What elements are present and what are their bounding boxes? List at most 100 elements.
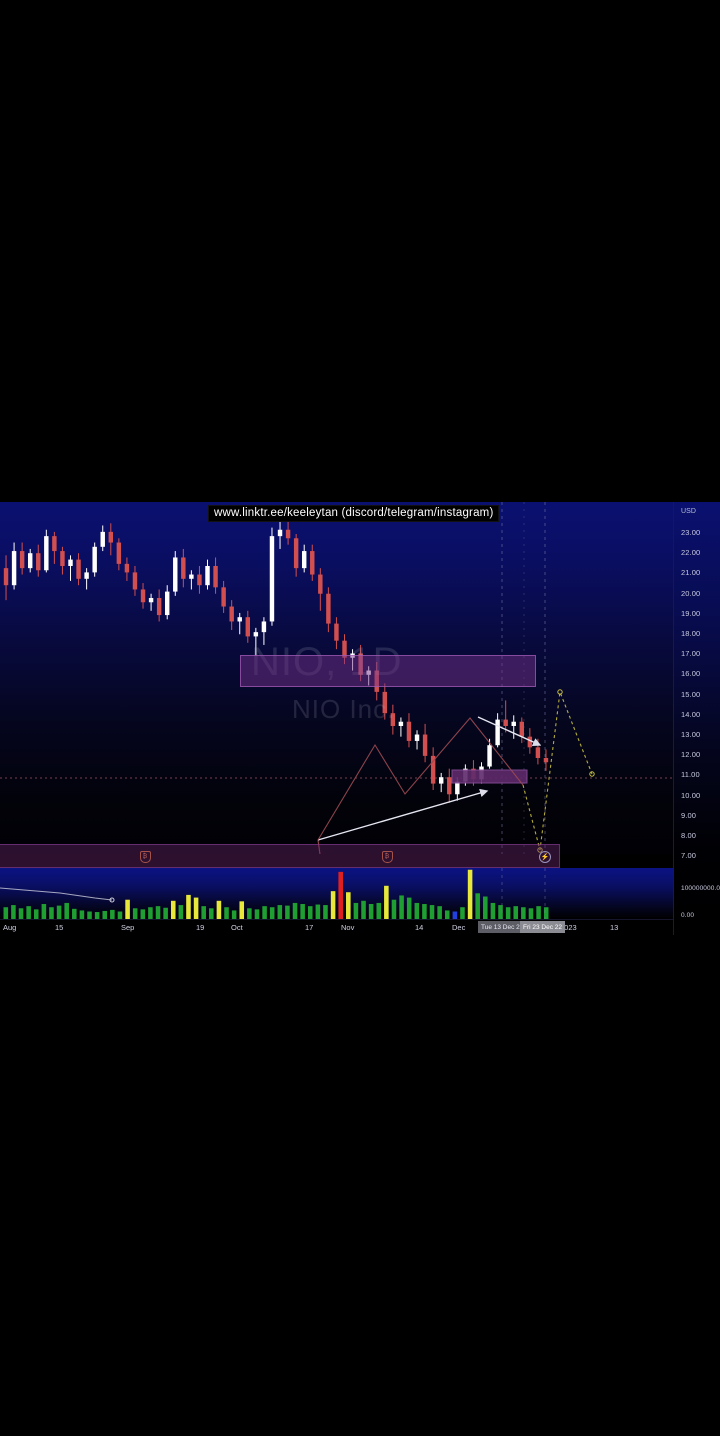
candlestick bbox=[495, 719, 500, 746]
volume-bar bbox=[505, 907, 511, 919]
volume-bar bbox=[148, 907, 153, 919]
time-tick-label: 14 bbox=[415, 923, 424, 932]
candlestick bbox=[487, 745, 492, 767]
volume-bar bbox=[262, 906, 267, 919]
price-tick-label: 12.00 bbox=[681, 750, 701, 760]
price-tick-label: 23.00 bbox=[681, 528, 701, 537]
candlestick bbox=[503, 719, 508, 726]
candlestick bbox=[205, 566, 210, 586]
time-tick-label: 2023 bbox=[560, 923, 577, 932]
candlestick bbox=[197, 574, 202, 586]
volume-bar bbox=[307, 906, 313, 919]
candlestick bbox=[285, 529, 291, 539]
candlestick bbox=[60, 551, 65, 566]
time-tick-label: 13 bbox=[610, 923, 619, 932]
candlestick bbox=[390, 713, 396, 726]
volume-bar bbox=[467, 869, 473, 919]
candlestick bbox=[92, 546, 97, 573]
time-tick-label: Aug bbox=[3, 923, 17, 932]
candlestick bbox=[156, 598, 162, 616]
volume-bar bbox=[323, 905, 328, 919]
volume-bars-svg bbox=[0, 868, 549, 919]
volume-bar bbox=[201, 906, 206, 919]
lightning-circle-icon[interactable]: ⚡ bbox=[538, 850, 552, 864]
volume-bar bbox=[300, 904, 305, 919]
candlestick bbox=[19, 551, 25, 569]
candlestick bbox=[358, 653, 363, 675]
candlestick bbox=[310, 551, 315, 575]
candlestick bbox=[237, 617, 242, 622]
candlestick bbox=[326, 593, 331, 624]
volume-bar bbox=[452, 911, 458, 919]
volume-bar bbox=[437, 906, 442, 919]
volume-bar bbox=[521, 907, 526, 919]
volume-bar bbox=[231, 910, 237, 919]
candlestick bbox=[68, 559, 73, 566]
candlestick bbox=[261, 621, 267, 633]
candlestick bbox=[277, 529, 283, 537]
volume-bar bbox=[429, 905, 435, 919]
volume-bar bbox=[498, 905, 503, 919]
candlestick-svg bbox=[0, 502, 673, 854]
candlestick bbox=[430, 755, 436, 784]
volume-bar bbox=[247, 908, 252, 919]
candlestick bbox=[173, 557, 178, 592]
promo-link-banner[interactable]: www.linktr.ee/keeleytan (discord/telegra… bbox=[208, 505, 500, 522]
candlestick bbox=[253, 632, 259, 637]
badge-icon[interactable]: ₿ bbox=[138, 850, 152, 864]
title-highlight-box bbox=[240, 655, 536, 687]
price-axis[interactable]: USD 23.00 22.00 21.00 20.00 19.00 18.00 17.00 1… bbox=[673, 502, 720, 935]
volume-bar bbox=[444, 910, 450, 919]
volume-bar bbox=[224, 907, 229, 919]
price-tick-label: 17.00 bbox=[681, 649, 701, 659]
candlestick bbox=[406, 721, 412, 741]
candlestick bbox=[11, 551, 17, 586]
badge-icon[interactable]: ₿ bbox=[380, 850, 394, 864]
candlestick bbox=[124, 563, 130, 573]
time-axis[interactable]: Aug 15 Sep 19 Oct 17 Nov 14 Dec 2023 13 Tue 13 Dec … bbox=[0, 919, 720, 935]
volume-bar bbox=[3, 907, 9, 919]
candlestick bbox=[213, 566, 218, 588]
price-plot-area[interactable] bbox=[0, 502, 673, 854]
candlestick bbox=[132, 572, 138, 590]
candlestick bbox=[318, 574, 323, 594]
volume-bar bbox=[132, 908, 138, 919]
volume-bar bbox=[422, 904, 427, 919]
price-tick-label: 22.00 bbox=[681, 548, 701, 558]
candlestick bbox=[148, 598, 154, 603]
candlestick bbox=[382, 691, 388, 714]
candlestick bbox=[414, 734, 420, 741]
volume-bar bbox=[528, 908, 534, 919]
price-tick-label: 18.00 bbox=[681, 629, 701, 638]
time-tick-label: Sep bbox=[121, 923, 135, 932]
volume-bar bbox=[368, 904, 374, 919]
volume-bar bbox=[292, 902, 298, 919]
volume-tick-label: 100000000.00 bbox=[681, 885, 720, 892]
descending-resistance-trendline bbox=[477, 716, 542, 746]
time-tick-label: Nov bbox=[341, 923, 355, 932]
volume-bar bbox=[125, 899, 130, 919]
indicator-strip[interactable]: ₿ ₿ ⚡ bbox=[0, 844, 560, 868]
price-tick-label: 16.00 bbox=[681, 669, 701, 679]
candlestick bbox=[116, 542, 122, 564]
volume-bar bbox=[170, 900, 176, 919]
price-tick-label: 19.00 bbox=[681, 608, 701, 618]
price-tick-label: 10.00 bbox=[681, 790, 701, 800]
candlestick bbox=[374, 670, 379, 692]
volume-bar bbox=[102, 910, 108, 919]
candlestick bbox=[229, 606, 234, 622]
price-tick-label: 9.00 bbox=[681, 810, 696, 820]
volume-bar bbox=[338, 871, 343, 919]
volume-bar bbox=[49, 907, 54, 919]
candlestick bbox=[269, 536, 275, 622]
candlestick bbox=[535, 747, 541, 758]
volume-bar bbox=[254, 909, 260, 919]
candlestick bbox=[76, 559, 81, 579]
volume-bar bbox=[475, 893, 480, 919]
projection-path bbox=[522, 691, 593, 851]
volume-bar bbox=[239, 901, 245, 919]
candlestick bbox=[422, 734, 428, 756]
volume-bar bbox=[193, 897, 199, 919]
candlestick bbox=[398, 721, 404, 726]
candlestick bbox=[519, 721, 525, 737]
